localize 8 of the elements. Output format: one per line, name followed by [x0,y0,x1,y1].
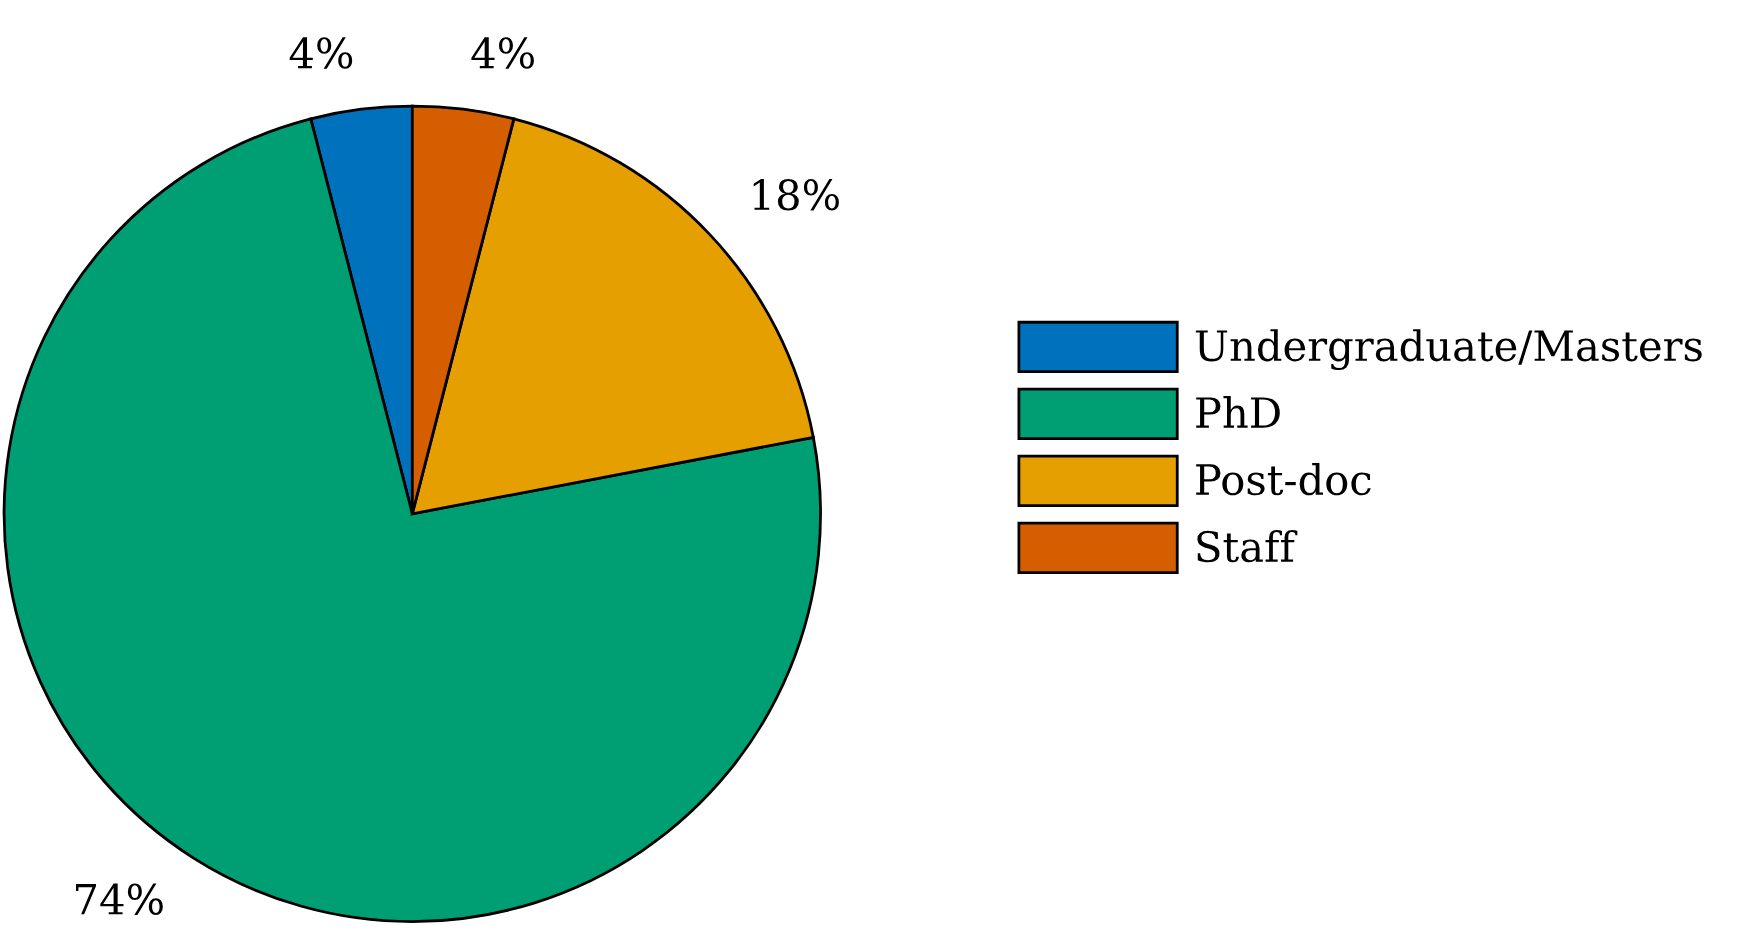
data-label: 4% [471,37,534,69]
data-label: 74% [76,883,163,915]
data-label: 4% [289,37,353,69]
legend-label: Undergraduate/Masters [1195,329,1702,371]
data-label: 18% [753,178,839,211]
legend-label: Post-doc [1196,463,1371,496]
legend-label: Staff [1197,530,1298,563]
legend-label: PhD [1196,396,1280,428]
